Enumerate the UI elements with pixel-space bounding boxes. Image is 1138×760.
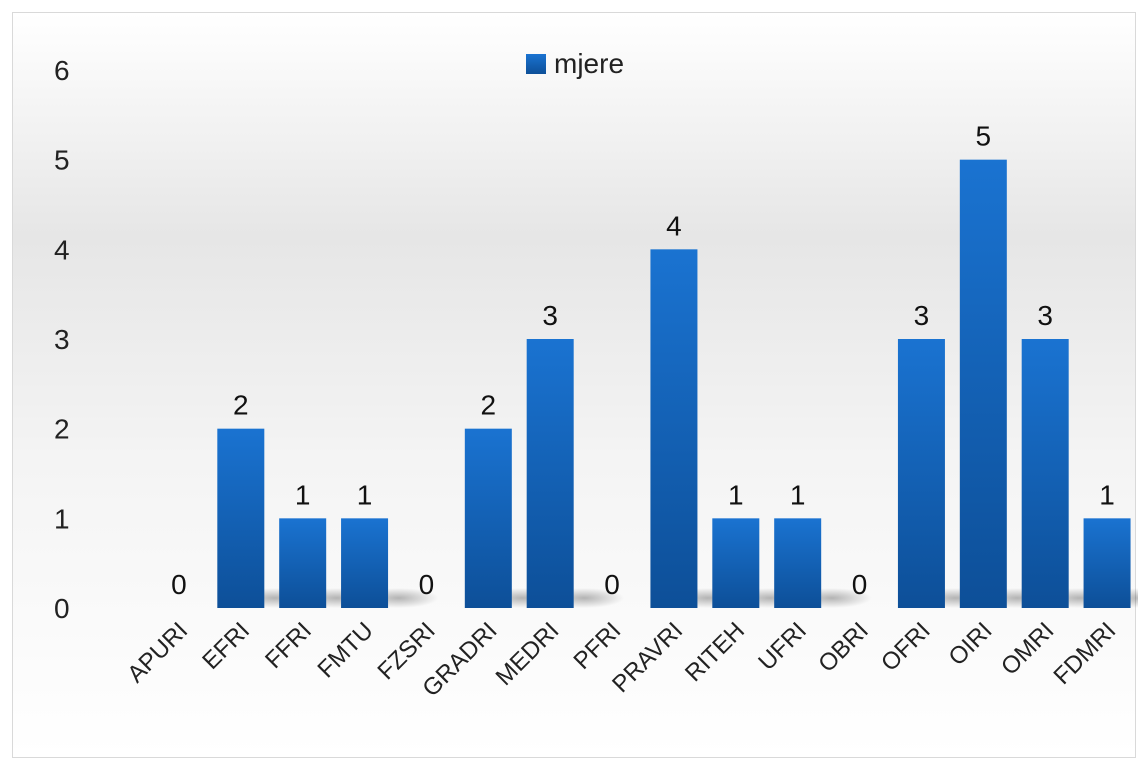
x-tick-label: FDMRI xyxy=(1048,617,1121,690)
bar xyxy=(650,249,698,609)
x-tick-label: PFRI xyxy=(569,617,627,675)
x-tick-label: EFRI xyxy=(197,617,255,675)
legend-label: mjere xyxy=(554,48,624,79)
legend: mjere xyxy=(526,48,624,79)
data-label: 1 xyxy=(790,479,806,510)
y-tick-label: 4 xyxy=(54,234,70,265)
data-label: 1 xyxy=(1099,479,1115,510)
bar xyxy=(1021,339,1069,608)
bar xyxy=(341,518,389,608)
x-tick-label: OIRI xyxy=(944,617,998,671)
data-label: 0 xyxy=(171,569,187,600)
data-label: 1 xyxy=(295,479,311,510)
bar xyxy=(526,339,574,608)
bar xyxy=(897,339,945,608)
data-label: 3 xyxy=(542,300,558,331)
x-tick-label: OFRI xyxy=(876,617,936,677)
y-tick-label: 1 xyxy=(54,503,70,534)
y-tick-label: 5 xyxy=(54,145,70,176)
bar xyxy=(1083,518,1131,608)
data-label: 0 xyxy=(419,569,435,600)
x-tick-label: APURI xyxy=(122,617,193,688)
data-label: 1 xyxy=(357,479,373,510)
bar xyxy=(279,518,327,608)
y-tick-label: 3 xyxy=(54,324,70,355)
bar xyxy=(774,518,822,608)
bar xyxy=(217,428,265,608)
x-tick-label: FMTU xyxy=(313,617,379,683)
bar xyxy=(464,428,512,608)
data-label: 4 xyxy=(666,210,682,241)
x-tick-label: FFRI xyxy=(260,617,317,674)
x-tick-label: UFRI xyxy=(753,617,812,676)
data-label: 0 xyxy=(852,569,868,600)
data-label: 3 xyxy=(1037,300,1053,331)
data-labels: 0 2 1 1 0 2 3 0 4 1 1 0 3 5 3 1 xyxy=(171,121,1115,600)
y-tick-label: 2 xyxy=(54,414,70,445)
data-label: 2 xyxy=(233,390,249,421)
data-label: 5 xyxy=(976,121,992,152)
bars xyxy=(217,159,1131,609)
x-tick-label: MEDRI xyxy=(491,617,565,691)
y-axis: 0 1 2 3 4 5 6 xyxy=(54,55,70,624)
y-tick-label: 6 xyxy=(54,55,70,86)
x-tick-label: RITEH xyxy=(680,617,750,687)
data-label: 1 xyxy=(728,479,744,510)
x-tick-label: OBRI xyxy=(813,617,874,678)
data-label: 0 xyxy=(604,569,620,600)
y-tick-label: 0 xyxy=(54,593,70,624)
data-label: 3 xyxy=(914,300,930,331)
bar xyxy=(712,518,760,608)
chart-frame xyxy=(12,12,1136,758)
legend-swatch xyxy=(526,54,546,74)
data-label: 2 xyxy=(481,390,497,421)
bar xyxy=(959,159,1007,608)
